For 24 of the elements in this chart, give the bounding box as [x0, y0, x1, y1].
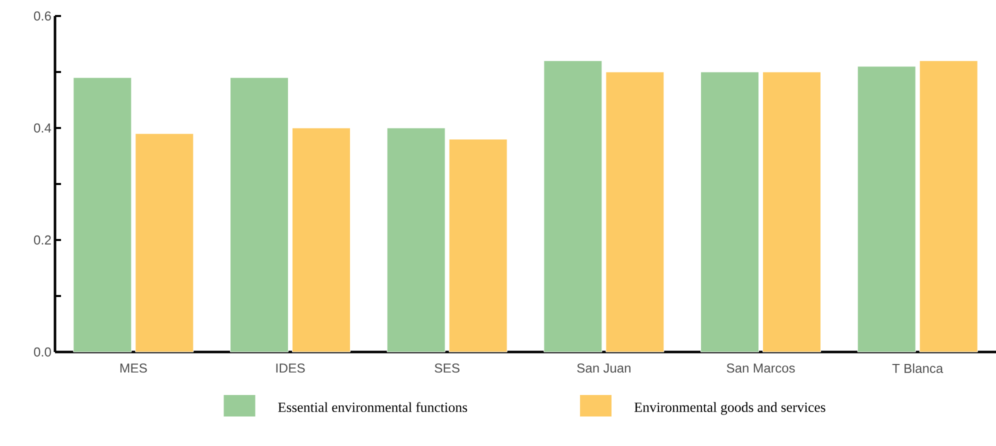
bar — [762, 72, 822, 352]
bar — [857, 66, 916, 352]
x-tick-label: San Marcos — [726, 364, 795, 373]
x-tick-label: San Juan — [577, 364, 630, 373]
bar — [700, 72, 760, 352]
bar — [606, 72, 664, 352]
x-tick-label: MES — [120, 364, 147, 373]
bar — [292, 128, 351, 352]
y-tick-label: 0.0 — [34, 347, 51, 357]
y-tick-label: 0.4 — [34, 123, 52, 133]
bar — [448, 138, 508, 352]
bar — [386, 128, 446, 352]
bar — [919, 60, 978, 352]
x-tick-label: SES — [434, 364, 460, 373]
bar — [230, 77, 289, 352]
x-tick-label: IDES — [276, 364, 305, 373]
legend-label: Environmental goods and services — [634, 402, 826, 415]
y-tick-label: 0.6 — [34, 11, 51, 21]
bar — [73, 77, 132, 352]
legend-label: Essential environmental functions — [278, 402, 468, 412]
bar — [135, 133, 194, 352]
x-tick-label: T Blanca — [892, 364, 944, 374]
bar — [544, 60, 602, 352]
y-tick-label: 0.2 — [34, 235, 51, 245]
